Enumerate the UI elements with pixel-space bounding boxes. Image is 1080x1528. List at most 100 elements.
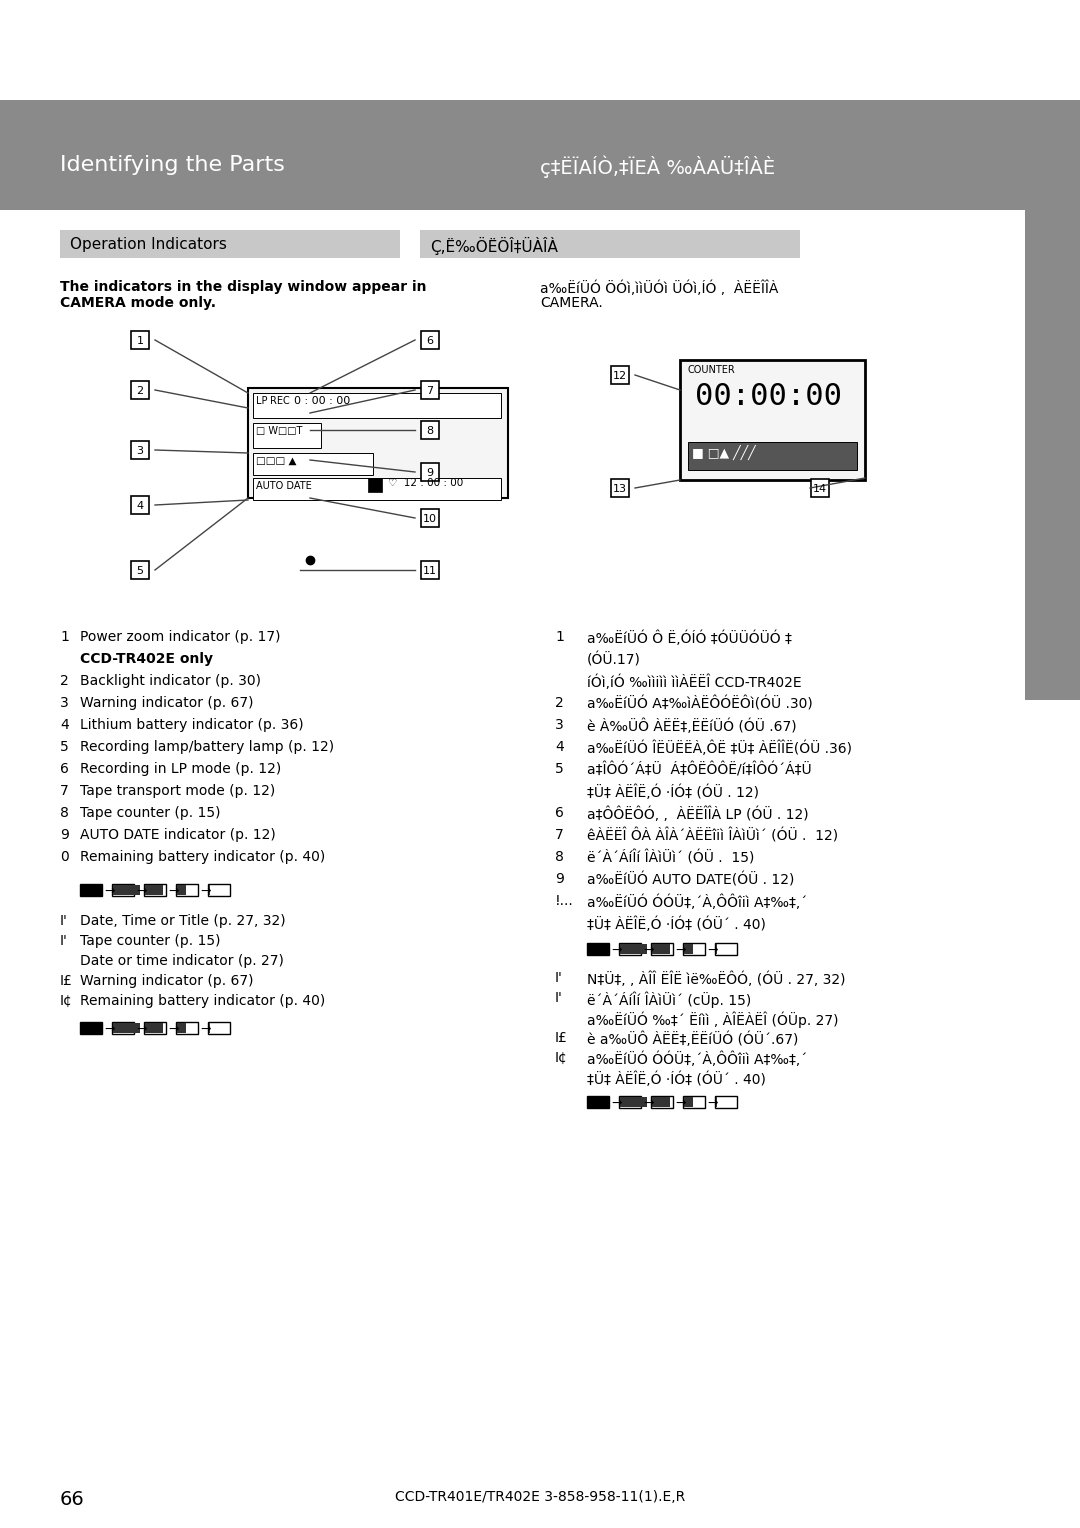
Bar [421,509,438,527]
Text: LP: LP [256,396,268,406]
Bar [421,561,438,579]
Text: íÓì,íÓ ‰ììiìì ììÀËËÎ CCD-TR402E: íÓì,íÓ ‰ììiìì ììÀËËÎ CCD-TR402E [588,674,801,689]
Text: 9: 9 [60,828,69,842]
Bar [680,361,865,480]
Text: →: → [104,1024,114,1036]
Text: Date or time indicator (p. 27): Date or time indicator (p. 27) [80,953,284,969]
Text: 14: 14 [813,484,827,494]
Text: Tape transport mode (p. 12): Tape transport mode (p. 12) [80,784,275,798]
Bar [131,332,149,348]
Text: 4: 4 [60,718,69,732]
Bar [651,1096,673,1108]
Bar [420,231,800,258]
Text: Backlight indicator (p. 30): Backlight indicator (p. 30) [80,674,261,688]
Text: →: → [707,944,717,957]
Bar [80,885,102,895]
Text: 10: 10 [423,513,437,524]
Text: I': I' [555,970,563,986]
Text: !...: !... [555,894,573,908]
Bar [177,885,186,895]
Bar [208,885,230,895]
Text: Operation Indicators: Operation Indicators [70,237,227,252]
Text: →: → [611,944,621,957]
Text: N‡Ü‡, , ÀÎÎ ËÎË ìë‰ËÔÓ, (ÓÜ . 27, 32): N‡Ü‡, , ÀÎÎ ËÎË ìë‰ËÔÓ, (ÓÜ . 27, 32) [588,970,846,987]
Text: 8: 8 [60,805,69,821]
Text: ë´À´ÁíÎí ÎÀìÜì´ (ÓÜ .  15): ë´À´ÁíÎí ÎÀìÜì´ (ÓÜ . 15) [588,850,754,865]
Bar [421,422,438,439]
Text: a‰ËíÜÓ AUTO DATE(ÓÜ . 12): a‰ËíÜÓ AUTO DATE(ÓÜ . 12) [588,872,795,886]
Bar [652,1097,670,1106]
Text: a‰ËíÜÓ Ô Ë,ÓÍÓ ‡ÓÜÜÓÜÓ ‡: a‰ËíÜÓ Ô Ë,ÓÍÓ ‡ÓÜÜÓÜÓ ‡ [588,630,792,645]
Bar [253,423,321,448]
Bar [131,497,149,513]
Text: ç‡ËÏAÍÒ,‡ÏEÀ ‰ÀAÜ‡ÎÀÈ: ç‡ËÏAÍÒ,‡ÏEÀ ‰ÀAÜ‡ÎÀÈ [540,154,775,177]
Bar [619,943,642,955]
Bar [611,478,629,497]
Text: Identifying the Parts: Identifying the Parts [60,154,285,176]
Text: 4: 4 [136,501,144,510]
Bar [145,1024,163,1033]
Text: 5: 5 [555,762,564,776]
Bar [253,393,501,419]
Text: AUTO DATE indicator (p. 12): AUTO DATE indicator (p. 12) [80,828,275,842]
Text: ‡Ü‡ ÀËÎË,Ó ·ÍÓ‡ (ÓÜ´ . 40): ‡Ü‡ ÀËÎË,Ó ·ÍÓ‡ (ÓÜ´ . 40) [588,915,766,932]
Text: →: → [104,885,114,898]
Text: 5: 5 [136,565,144,576]
Text: CAMERA mode only.: CAMERA mode only. [60,296,216,310]
Bar [131,442,149,458]
Text: Remaining battery indicator (p. 40): Remaining battery indicator (p. 40) [80,850,325,863]
Text: 3: 3 [136,446,144,455]
Text: a‰ËíÜÓ ‰‡´ Ëíìì , ÀÎËÀËÎ (ÓÜp. 27): a‰ËíÜÓ ‰‡´ Ëíìì , ÀÎËÀËÎ (ÓÜp. 27) [588,1012,838,1027]
Text: 7: 7 [60,784,69,798]
Text: □ W□□T: □ W□□T [256,426,302,435]
Text: 66: 66 [60,1490,84,1510]
Text: I£: I£ [555,1031,568,1045]
Text: →: → [136,1024,147,1036]
Text: 3: 3 [60,695,69,711]
Text: Ç,Ë‰ÖËÖÎ‡ÜÀÎÀ: Ç,Ë‰ÖËÖÎ‡ÜÀÎÀ [430,237,558,255]
Text: Recording in LP mode (p. 12): Recording in LP mode (p. 12) [80,762,281,776]
Text: 11: 11 [423,565,437,576]
Text: 1: 1 [136,336,144,345]
Text: →: → [200,1024,211,1036]
Bar [144,885,166,895]
Text: →: → [675,1097,686,1109]
Text: (ÓÜ.17): (ÓÜ.17) [588,652,640,668]
Bar [253,452,373,475]
Bar [620,1097,647,1106]
Text: →: → [200,885,211,898]
Bar [611,367,629,384]
Text: 12: 12 [613,371,627,380]
Bar [176,885,198,895]
Text: 1: 1 [60,630,69,643]
Text: 2: 2 [555,695,564,711]
Text: Date, Time or Title (p. 27, 32): Date, Time or Title (p. 27, 32) [80,914,285,927]
Text: I¢: I¢ [555,1051,568,1065]
Text: a‡ÎÔÓ´Á‡Ü  Á‡ÔËÔÔË/í‡ÎÔÓ´Á‡Ü: a‡ÎÔÓ´Á‡Ü Á‡ÔËÔÔË/í‡ÎÔÓ´Á‡Ü [588,762,812,778]
Text: →: → [168,885,178,898]
Text: a‰ËíÜÓ ÖÓì,ììÜÓì ÜÓì,ÍÓ ,  ÀËËÎÎÀ: a‰ËíÜÓ ÖÓì,ììÜÓì ÜÓì,ÍÓ , ÀËËÎÎÀ [540,280,779,295]
Text: 6: 6 [60,762,69,776]
Bar [208,1022,230,1034]
Text: 5: 5 [60,740,69,753]
Bar [112,885,134,895]
Bar [421,380,438,399]
Bar [248,388,508,498]
Bar [715,1096,737,1108]
Text: a‰ËíÜÓ ÓÓÜ‡,´À,ÔÔîiì A‡‰‡,´: a‰ËíÜÓ ÓÓÜ‡,´À,ÔÔîiì A‡‰‡,´ [588,1051,807,1067]
Text: Warning indicator (p. 67): Warning indicator (p. 67) [80,973,254,989]
Text: Tape counter (p. 15): Tape counter (p. 15) [80,805,220,821]
Bar [651,943,673,955]
Text: I': I' [60,934,68,947]
Bar [131,380,149,399]
Bar [113,885,140,895]
Text: 6: 6 [427,336,433,345]
Text: CAMERA.: CAMERA. [540,296,603,310]
Bar [144,1022,166,1034]
Bar [683,943,705,955]
Text: ‡Ü‡ ÀËÎË,Ó ·ÍÓ‡ (ÓÜ´ . 40): ‡Ü‡ ÀËÎË,Ó ·ÍÓ‡ (ÓÜ´ . 40) [588,1071,766,1086]
Text: →: → [643,944,653,957]
Bar [176,1022,198,1034]
Bar [1025,99,1080,700]
Bar [619,1096,642,1108]
